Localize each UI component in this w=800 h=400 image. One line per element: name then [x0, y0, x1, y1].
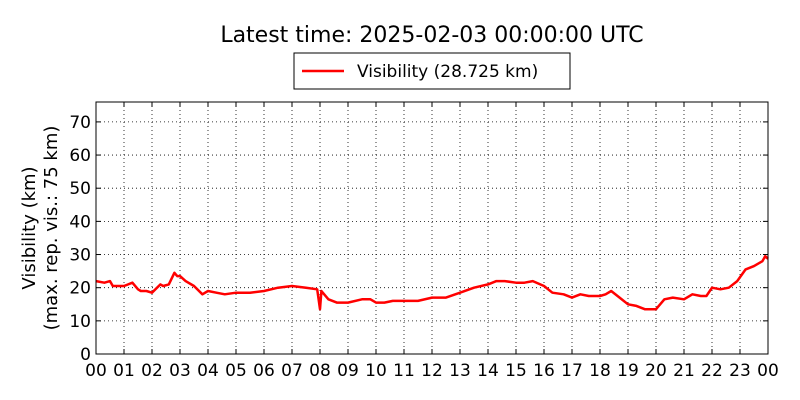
x-tick-label: 15 [505, 361, 527, 381]
x-tick-label: 17 [561, 361, 583, 381]
plot-area-frame [95, 101, 769, 355]
x-tick-label: 06 [253, 361, 275, 381]
y-tick-label: 10 [69, 312, 91, 332]
y-tick-labels: 0 10 20 30 40 50 60 70 [69, 113, 91, 365]
legend: Visibility (28.725 km) [293, 52, 571, 90]
chart-title: Latest time: 2025-02-03 00:00:00 UTC [220, 23, 643, 48]
series-line-visibility [95, 254, 769, 311]
x-tick-label: 20 [645, 361, 667, 381]
x-tick-label: 13 [449, 361, 471, 381]
x-tick-label: 01 [113, 361, 135, 381]
x-tick-label: 00 [757, 361, 779, 381]
grid [96, 102, 768, 354]
x-tick-label: 22 [701, 361, 723, 381]
legend-label: Visibility (28.725 km) [357, 62, 538, 82]
x-tick-label: 04 [197, 361, 219, 381]
y-axis-label-line1: Visibility (km) [19, 166, 40, 289]
x-tick-label: 14 [477, 361, 499, 381]
y-tick-label: 70 [69, 113, 91, 133]
x-tick-label: 00 [85, 361, 107, 381]
y-tick-label: 0 [80, 345, 91, 365]
x-tick-label: 11 [393, 361, 415, 381]
x-tick-label: 16 [533, 361, 555, 381]
y-axis-label: Visibility (km) (max. rep. vis.: 75 km) [19, 126, 62, 331]
x-tick-label: 21 [673, 361, 695, 381]
y-tick-label: 40 [69, 212, 91, 232]
x-tick-label: 09 [337, 361, 359, 381]
x-tick-label: 05 [225, 361, 247, 381]
x-tick-label: 02 [141, 361, 163, 381]
axis-ticks [95, 102, 769, 355]
x-tick-label: 07 [281, 361, 303, 381]
x-tick-labels: 00 01 02 03 04 05 06 07 08 09 10 11 12 13 14 15 16 17 18 19… [85, 361, 779, 381]
x-tick-label: 23 [729, 361, 751, 381]
x-tick-label: 18 [589, 361, 611, 381]
x-tick-label: 08 [309, 361, 331, 381]
x-tick-label: 19 [617, 361, 639, 381]
y-axis-label-line2: (max. rep. vis.: 75 km) [41, 126, 62, 331]
y-tick-label: 20 [69, 279, 91, 299]
x-tick-label: 12 [421, 361, 443, 381]
x-tick-label: 10 [365, 361, 387, 381]
x-tick-label: 03 [169, 361, 191, 381]
y-tick-label: 50 [69, 179, 91, 199]
y-tick-label: 30 [69, 246, 91, 266]
series-layer [95, 254, 769, 311]
y-tick-label: 60 [69, 146, 91, 166]
